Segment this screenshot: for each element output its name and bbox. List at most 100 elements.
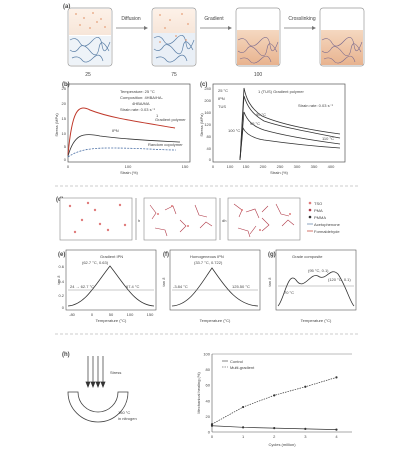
stress-arrows bbox=[85, 356, 106, 388]
h-xtick-0: 0 bbox=[211, 434, 214, 439]
panel-b-info-1: Composition: 4HBA/HA- bbox=[120, 95, 164, 100]
gradient-polymer-curve bbox=[67, 107, 176, 156]
panel-c-xtick-7: 400 bbox=[328, 164, 335, 169]
h-point-1-4 bbox=[335, 376, 338, 379]
h-xtick-3: 3 bbox=[304, 434, 307, 439]
arch-specimen bbox=[67, 391, 129, 423]
panel-d-box-2 bbox=[143, 197, 217, 241]
panel-f-right: 125.50 °C bbox=[232, 284, 250, 289]
panel-h-stress: Stress bbox=[110, 370, 121, 375]
dim-dh: dh bbox=[222, 218, 226, 223]
panel-c-xlabel: Strain (%) bbox=[270, 170, 288, 175]
panel-f: (f) Homogeneous IPN (33.7 °C, 0.722) -3.… bbox=[161, 249, 261, 323]
h-point-0-2 bbox=[273, 427, 276, 430]
h-xtick-4: 4 bbox=[335, 434, 338, 439]
panel-e-frame bbox=[65, 249, 157, 311]
h-point-0-0 bbox=[210, 424, 214, 427]
panel-f-label: (f) bbox=[163, 252, 169, 258]
step-diffusion: Diffusion bbox=[121, 16, 141, 22]
panel-a: (a) 25 Diffusion bbox=[63, 4, 365, 78]
random-copolymer-curve bbox=[67, 147, 177, 158]
panel-e-width: 24 → 62.7 °C bbox=[70, 284, 94, 289]
curve-110 bbox=[239, 126, 341, 161]
legend-d-4: Formaldehyde bbox=[314, 229, 340, 234]
dim-h: h bbox=[138, 218, 140, 223]
legend-d-2: PMMA bbox=[314, 215, 326, 220]
legend-d-3: Acetophenone bbox=[314, 222, 341, 227]
panel-h-note-0: 160 °C bbox=[118, 410, 130, 415]
panel-c-strain-rate: Strain rate: 0.03 s⁻¹ bbox=[298, 103, 334, 108]
panel-e-xtick-4: 150 bbox=[147, 312, 154, 317]
panel-e-xtick-3: 100 bbox=[127, 312, 134, 317]
panel-g: (g) Grade composite (95 °C, 0.1) (120 °C… bbox=[267, 249, 357, 323]
label-random-copolymer: Random copolymer bbox=[148, 142, 183, 147]
panel-f-title: Homogeneous IPN bbox=[190, 254, 224, 259]
panel-c-header-2: TUS bbox=[218, 104, 226, 109]
panel-c-ytick-1: 200 bbox=[204, 98, 211, 103]
panel-d-box-3 bbox=[227, 197, 301, 241]
beaker-3 bbox=[235, 7, 281, 67]
step-gradient: Gradient bbox=[204, 16, 224, 22]
panel-g-ylabel: tan δ bbox=[267, 277, 272, 287]
beaker-2-time: 75 bbox=[171, 72, 177, 78]
panel-e-xtick-1: 0 bbox=[91, 312, 94, 317]
h-ytick-0: 100 bbox=[203, 352, 210, 357]
curve-100 bbox=[239, 111, 341, 161]
curve-80 bbox=[239, 87, 341, 161]
panel-b-label: (b) bbox=[62, 82, 70, 88]
panel-b-ytick-5: 0 bbox=[64, 157, 67, 162]
ipn-curve bbox=[67, 134, 181, 157]
panel-c-xtick-1: 100 bbox=[227, 164, 234, 169]
h-point-0-1 bbox=[242, 426, 245, 429]
h-ytick-2: 60 bbox=[206, 383, 211, 388]
curve-label-100: 100 °C bbox=[228, 128, 240, 133]
legend-d-0: TSO bbox=[314, 201, 322, 206]
panel-b-frame bbox=[67, 83, 191, 163]
panel-d-box-1 bbox=[59, 197, 133, 241]
panel-b-ytick-2: 15 bbox=[62, 116, 67, 121]
panel-g-title: Grade composite bbox=[292, 254, 323, 259]
panel-c-ytick-0: 240 bbox=[204, 86, 211, 91]
curve-label-110: 110 °C bbox=[322, 136, 334, 141]
panel-c-xtick-2: 150 bbox=[243, 164, 250, 169]
panel-f-left: -3.84 °C bbox=[173, 284, 188, 289]
label-gradient-polymer: Gradient polymer bbox=[155, 117, 186, 122]
panel-e-ylabel: tan δ bbox=[56, 275, 61, 285]
panel-g-peak-1: (120 °C, 0.1) bbox=[328, 277, 351, 282]
label-series-1: 1 bbox=[156, 113, 159, 118]
panel-b-info-2: 4HBA/MA bbox=[132, 101, 150, 106]
curve-95 bbox=[239, 95, 341, 161]
panel-f-frame bbox=[169, 249, 261, 311]
legend-d-1: PMA bbox=[314, 208, 323, 213]
panel-b: (b) Temperature: 25 °C Composition: 4HBA… bbox=[54, 82, 191, 175]
panel-d: (d) h dh TSO PMA PMMA Acetophen bbox=[56, 197, 341, 241]
panel-b-ytick-3: 10 bbox=[62, 131, 67, 136]
h-point-1-0 bbox=[210, 423, 214, 426]
panel-c: (c) 25 °C IPN TUS 1 (TUS) Gradient polym… bbox=[199, 82, 346, 175]
panel-e-right: 67.4 °C bbox=[126, 284, 139, 289]
panel-c-ytick-3: 120 bbox=[204, 122, 211, 127]
panel-f-curve bbox=[171, 267, 259, 307]
panel-e-xtick-0: -80 bbox=[69, 312, 76, 317]
panel-c-xtick-3: 200 bbox=[260, 164, 267, 169]
panel-d-legend: TSO PMA PMMA Acetophenone Formaldehyde bbox=[307, 201, 341, 234]
h-ytick-5: 0 bbox=[208, 430, 211, 435]
panel-g-curve bbox=[277, 271, 355, 307]
panel-g-label: (g) bbox=[268, 252, 276, 258]
panel-h-label: (h) bbox=[62, 352, 70, 358]
healing-chart: Mechanical healing (%) Cycles (million) … bbox=[196, 352, 352, 447]
panel-c-label: (c) bbox=[200, 82, 207, 88]
panel-f-peak: (33.7 °C, 0.722) bbox=[194, 260, 223, 265]
beaker-4 bbox=[319, 7, 365, 67]
panel-c-xtick-5: 300 bbox=[294, 164, 301, 169]
panel-e: (e) Gradient IPN (62.7 °C, 0.63) 24 → 62… bbox=[56, 249, 157, 323]
panel-e-xtick-2: 50 bbox=[109, 312, 114, 317]
beaker-1-time: 25 bbox=[85, 72, 91, 78]
panel-b-ytick-0: 25 bbox=[62, 86, 67, 91]
panel-c-header-1: IPN bbox=[218, 96, 225, 101]
step-crosslinking: Crosslinking bbox=[288, 16, 315, 22]
panel-a-label: (a) bbox=[63, 4, 70, 10]
h-ylabel: Mechanical healing (%) bbox=[196, 372, 201, 414]
panel-g-peak-0: (95 °C, 0.1) bbox=[308, 268, 329, 273]
